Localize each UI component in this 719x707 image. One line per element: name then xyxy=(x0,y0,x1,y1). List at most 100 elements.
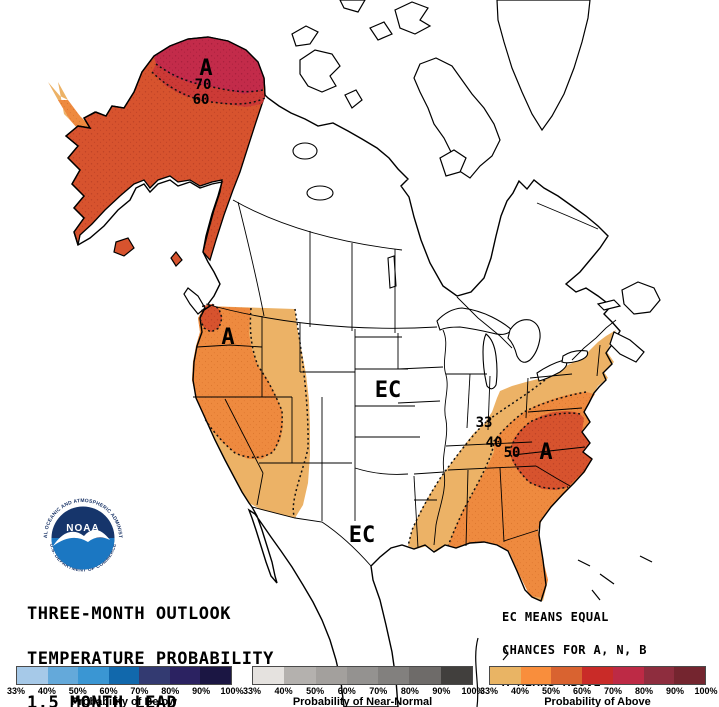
southampton-island xyxy=(439,149,467,177)
region-west-40 xyxy=(192,306,283,459)
colorbar-cell xyxy=(490,667,521,684)
colorbar-cell xyxy=(108,667,140,684)
colorbar-tick-label: 90% xyxy=(665,686,685,696)
colorbar-tick-label: 60% xyxy=(337,686,356,696)
colorbar-cell xyxy=(139,667,170,684)
noaa-logo: NATIONAL OCEANIC AND ATMOSPHERIC ADMINIS… xyxy=(0,0,127,582)
colorbar-cell xyxy=(346,667,379,684)
banks-island xyxy=(291,25,319,47)
colorbar-cell xyxy=(17,667,48,684)
baffin-island xyxy=(413,57,501,179)
newfoundland xyxy=(621,281,661,315)
colorbar-tick-label: 90% xyxy=(432,686,451,696)
key-line: CHANCES FOR A, N, B xyxy=(502,642,647,657)
colorbar-cell xyxy=(315,667,347,684)
nova-scotia xyxy=(609,331,645,363)
map-label-ec-south: EC xyxy=(349,523,376,548)
devon-island xyxy=(369,21,393,41)
colorbar-cell xyxy=(47,667,79,684)
map-label-east-40: 40 xyxy=(486,435,503,451)
colorbar-tick-label: 100% xyxy=(220,686,244,696)
map-label-alaska-a: A xyxy=(199,56,212,81)
map-label-alaska-70: 70 xyxy=(195,77,212,93)
region-alaska-60 xyxy=(152,64,265,107)
colorbar-cell xyxy=(284,667,316,684)
colorbar-tick-label: 40% xyxy=(37,686,56,696)
colorbar-tick-label: 50% xyxy=(541,686,561,696)
colorbar-caption: Probability of Below xyxy=(71,696,177,707)
map-label-east-33: 33 xyxy=(476,415,493,431)
colorbar-cells xyxy=(16,666,232,685)
title-line: TEMPERATURE PROBABILITY xyxy=(27,648,274,669)
key-line: EC MEANS EQUAL xyxy=(502,609,609,624)
region-alaska-70 xyxy=(154,37,264,94)
vancouver-island xyxy=(183,287,206,315)
title-block: THREE-MONTH OUTLOOK TEMPERATURE PROBABIL… xyxy=(27,577,274,707)
kodiak-island xyxy=(113,237,135,257)
colorbar-tick-label: 70% xyxy=(603,686,623,696)
colorbar-ticks: 33% 40% 50% 60% 70% 80% 90% 100% xyxy=(243,686,485,696)
colorbar-cell xyxy=(520,667,552,684)
noaa-ring-top-text: NATIONAL OCEANIC AND ATMOSPHERIC ADMINIS… xyxy=(0,0,123,538)
ellesmere-island xyxy=(394,1,432,35)
probability-contours xyxy=(151,63,587,547)
colorbar-tick-label: 70% xyxy=(130,686,149,696)
colorbar-tick-label: 80% xyxy=(634,686,654,696)
colorbar-caption: Probability of Above xyxy=(544,696,651,707)
anticosti-island xyxy=(596,299,622,311)
colorbar-ticks: 33% 40% 50% 60% 70% 80% 90% 100% xyxy=(480,686,718,696)
title-line: THREE-MONTH OUTLOOK xyxy=(27,603,231,624)
colorbar-cell xyxy=(582,667,613,684)
colorbar-cell xyxy=(409,667,441,684)
colorbar-tick-label: 40% xyxy=(510,686,530,696)
colorbar-tick-label: 90% xyxy=(192,686,211,696)
map-label-east-50: 50 xyxy=(504,445,521,461)
colorbar-cell xyxy=(78,667,109,684)
colorbar-cells xyxy=(252,666,473,685)
colorbar-tick-label: 40% xyxy=(274,686,293,696)
colorbar-tick-label: 33% xyxy=(479,686,499,696)
noaa-acronym: NOAA xyxy=(66,523,99,534)
colorbar-cell xyxy=(612,667,644,684)
map-label-west-a: A xyxy=(221,325,234,350)
colorbar-cell xyxy=(674,667,706,684)
colorbar-cell xyxy=(169,667,201,684)
king-william-island xyxy=(344,89,363,109)
map-label-ec-north: EC xyxy=(375,378,402,403)
colorbar-probability-of-below: 33% 40% 50% 60% 70% 80% 90% 100% Probability of… xyxy=(7,666,244,707)
colorbar-cell xyxy=(440,667,472,684)
colorbar-probability-of-near-normal: 33% 40% 50% 60% 70% 80% 90% 100% Probability of… xyxy=(243,666,485,707)
colorbar-cells xyxy=(489,666,706,685)
colorbar-tick-label: 100% xyxy=(694,686,718,696)
colorbar-tick-label: 80% xyxy=(400,686,419,696)
colorbar-caption: Probability of Near-Normal xyxy=(292,696,433,707)
region-washington-50 xyxy=(200,304,222,332)
colorbar-cell xyxy=(253,667,285,684)
arctic-island xyxy=(339,0,366,13)
colorbar-tick-label: 70% xyxy=(369,686,388,696)
haida-gwaii xyxy=(170,251,183,267)
victoria-island xyxy=(299,49,341,93)
svg-text:NATIONAL OCEANIC AND ATMOSPHER: NATIONAL OCEANIC AND ATMOSPHERIC ADMINIS… xyxy=(0,0,123,538)
colorbar-cell xyxy=(200,667,232,684)
greenland xyxy=(496,0,591,132)
colorbar-tick-label: 100% xyxy=(461,686,485,696)
colorbar-tick-label: 33% xyxy=(242,686,262,696)
colorbar-tick-label: 33% xyxy=(6,686,26,696)
map-label-east-a: A xyxy=(539,440,552,465)
colorbar-cell xyxy=(378,667,410,684)
colorbar-probability-of-above: 33% 40% 50% 60% 70% 80% 90% 100% Probability of… xyxy=(480,666,718,707)
colorbar-tick-label: 50% xyxy=(306,686,325,696)
colorbar-ticks: 33% 40% 50% 60% 70% 80% 90% 100% xyxy=(7,686,244,696)
south-coast-lines xyxy=(475,555,653,707)
political-borders xyxy=(193,199,617,567)
colorbar-cell xyxy=(551,667,583,684)
noaa-gull-icon xyxy=(53,529,110,546)
title-line: 1.5 MONTH LEAD xyxy=(27,693,178,707)
colorbar-cell xyxy=(643,667,675,684)
colorbar-tick-label: 50% xyxy=(68,686,87,696)
colorbar-tick-label: 60% xyxy=(572,686,592,696)
map-label-alaska-60: 60 xyxy=(193,92,210,108)
